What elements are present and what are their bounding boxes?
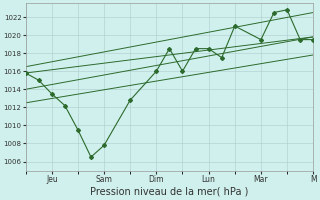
X-axis label: Pression niveau de la mer( hPa ): Pression niveau de la mer( hPa ) bbox=[90, 187, 249, 197]
